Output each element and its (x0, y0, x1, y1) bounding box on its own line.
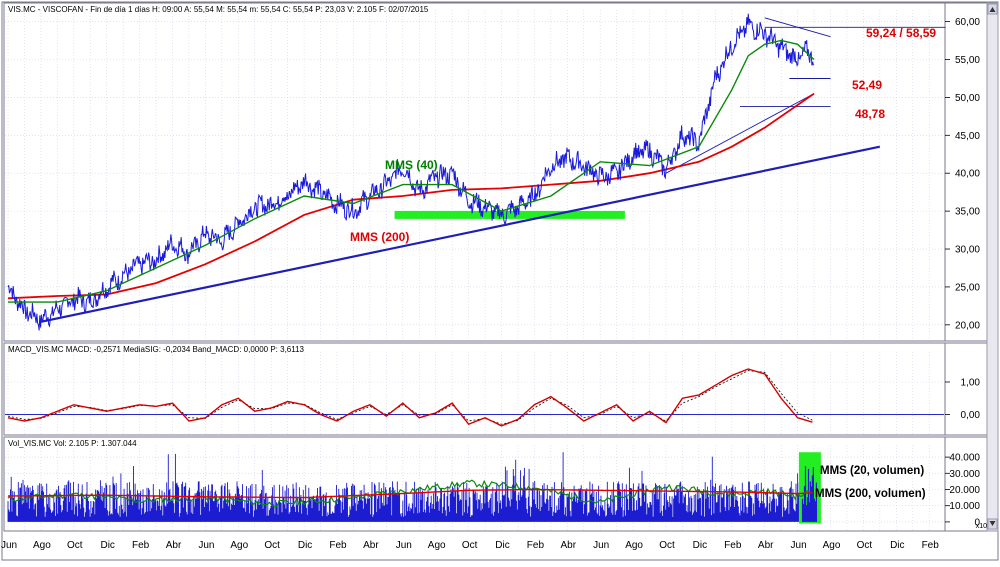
support-zone-bar (394, 210, 625, 219)
y-tick-label: 35,00 (955, 207, 980, 218)
scroll-up-button[interactable] (987, 3, 998, 15)
x-tick-label: Feb (132, 540, 150, 551)
x-tick-label: Feb (724, 540, 742, 551)
volume-axis-suffix: x10 (976, 523, 987, 530)
price-panel-header: VIS.MC - VISCOFAN - Fin de día 1 días H:… (8, 5, 429, 14)
x-tick-label: Jun (1, 540, 17, 551)
volume-axis (944, 436, 988, 532)
volume-bars (7, 452, 814, 522)
x-tick-label: Feb (922, 540, 940, 551)
y-tick-label: 40,00 (955, 169, 980, 180)
x-tick-label: Oct (462, 540, 478, 551)
macd-axis (944, 342, 988, 436)
x-tick-label: Dic (693, 540, 707, 551)
x-tick-label: Feb (329, 540, 347, 551)
macd-panel (3, 342, 946, 436)
x-tick-label: Oct (659, 540, 675, 551)
x-tick-label: Abr (363, 540, 379, 551)
volume-bars-recent (801, 466, 817, 522)
x-tick-label: Feb (527, 540, 545, 551)
triangle-up-icon (989, 7, 996, 12)
x-tick-label: Abr (166, 540, 182, 551)
y-tick-label: 0,00 (961, 410, 981, 421)
x-tick-label: Ago (33, 540, 51, 551)
x-tick-label: Jun (198, 540, 214, 551)
level2-label: 48,78 (855, 107, 885, 121)
vol-mms200-label: MMS (200, volumen) (815, 488, 926, 500)
vol-mms20-label: MMS (20, volumen) (820, 465, 924, 477)
y-tick-label: 55,00 (955, 55, 980, 66)
mms200-label: MMS (200) (350, 230, 409, 244)
mms200-line (7, 92, 815, 300)
x-tick-label: Ago (625, 540, 643, 551)
y-tick-label: 45,00 (955, 131, 980, 142)
x-tick-label: Ago (823, 540, 841, 551)
y-tick-label: 0 (974, 517, 980, 528)
x-tick-label: Abr (561, 540, 577, 551)
y-tick-label: 10.000 (949, 501, 980, 512)
x-tick-label: Jun (396, 540, 412, 551)
y-tick-label: 40.000 (949, 453, 980, 464)
trend-main-line (40, 145, 881, 323)
y-tick-label: 1,00 (961, 378, 981, 389)
x-tick-label: Abr (758, 540, 774, 551)
x-tick-label: Dic (495, 540, 509, 551)
x-tick-label: Dic (890, 540, 904, 551)
x-tick-label: Ago (230, 540, 248, 551)
y-tick-label: 30,00 (955, 245, 980, 256)
macd-line (7, 368, 813, 427)
mms40-line (8, 39, 815, 303)
macd-panel-header: MACD_VIS.MC MACD: -0,2571 MediaSIG: -0,2… (8, 345, 305, 354)
y-tick-label: 25,00 (955, 282, 980, 293)
volume-panel-header: Vol_VIS.MC Vol: 2.105 P: 1.307.044 (8, 439, 137, 448)
triangle-down-icon (989, 521, 996, 526)
y-tick-label: 20,00 (955, 320, 980, 331)
x-tick-label: Dic (100, 540, 114, 551)
resistance-label: 59,24 / 58,59 (866, 26, 936, 40)
vol-mms200-line (8, 488, 813, 499)
y-tick-label: 20.000 (949, 485, 980, 496)
y-tick-label: 30.000 (949, 469, 980, 480)
y-tick-label: 50,00 (955, 93, 980, 104)
mms40-label: MMS (40) (385, 158, 438, 172)
x-tick-label: Oct (264, 540, 280, 551)
scrollbar-track[interactable] (986, 2, 999, 532)
x-tick-label: Dic (298, 540, 312, 551)
x-tick-label: Oct (857, 540, 873, 551)
scroll-down-button[interactable] (987, 518, 998, 530)
x-tick-label: Jun (593, 540, 609, 551)
y-tick-label: 60,00 (955, 17, 980, 28)
price-panel (3, 2, 946, 342)
x-tick-label: Oct (67, 540, 83, 551)
price-axis (944, 2, 988, 342)
x-tick-label: Ago (428, 540, 446, 551)
x-tick-label: Jun (791, 540, 807, 551)
level1-label: 52,49 (852, 78, 882, 92)
